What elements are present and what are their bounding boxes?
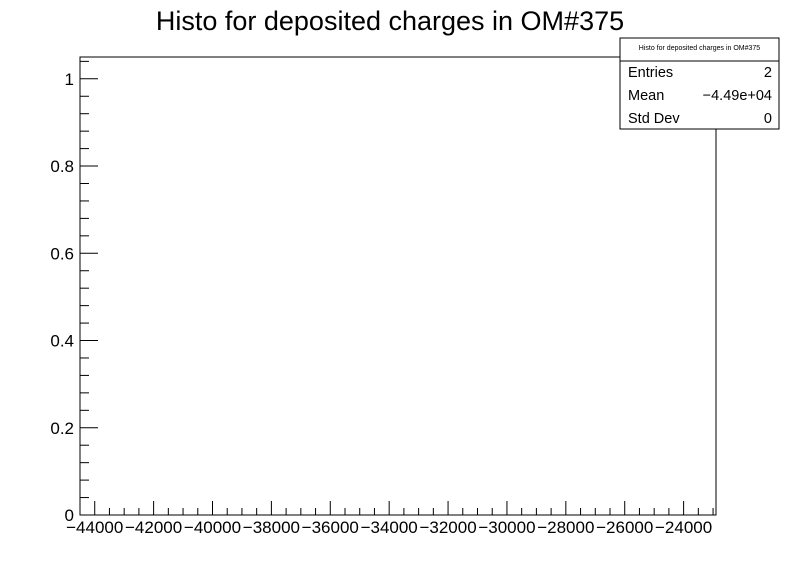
x-tick-label: −38000 [243, 518, 300, 537]
x-tick-label: −44000 [66, 518, 123, 537]
chart-title: Histo for deposited charges in OM#375 [156, 6, 624, 36]
x-tick-label: −36000 [302, 518, 359, 537]
y-tick-label: 1 [65, 70, 74, 89]
x-tick-label: −40000 [184, 518, 241, 537]
x-tick-label: −30000 [478, 518, 535, 537]
stats-entries-label: Entries [628, 65, 673, 81]
x-tick-label: −42000 [125, 518, 182, 537]
x-tick-label: −34000 [361, 518, 418, 537]
y-tick-label: 0.6 [50, 244, 74, 263]
stats-box-title: Histo for deposited charges in OM#375 [639, 45, 761, 52]
x-tick-label: −28000 [537, 518, 594, 537]
y-tick-label: 0 [65, 506, 74, 525]
stats-mean-value: −4.49e+04 [703, 88, 772, 104]
stats-stddev-label: Std Dev [628, 111, 680, 127]
y-axis: 0 0.2 0.4 0.6 0.8 1 [50, 60, 98, 525]
x-tick-label: −26000 [596, 518, 653, 537]
y-tick-label: 0.2 [50, 419, 74, 438]
stats-stddev-value: 0 [764, 111, 772, 127]
stats-entries-value: 2 [764, 65, 772, 81]
x-tick-label: −24000 [655, 518, 712, 537]
x-axis: −44000 −42000 −40000 −38000 −36000 −34000 −320… [66, 501, 714, 537]
stats-mean-label: Mean [628, 88, 664, 104]
stats-box-frame [619, 37, 780, 130]
x-tick-label: −32000 [419, 518, 476, 537]
stats-box: Histo for deposited charges in OM#375 En… [619, 37, 780, 130]
y-tick-label: 0.4 [50, 332, 74, 351]
plot-frame [79, 56, 717, 516]
y-tick-label: 0.8 [50, 157, 74, 176]
